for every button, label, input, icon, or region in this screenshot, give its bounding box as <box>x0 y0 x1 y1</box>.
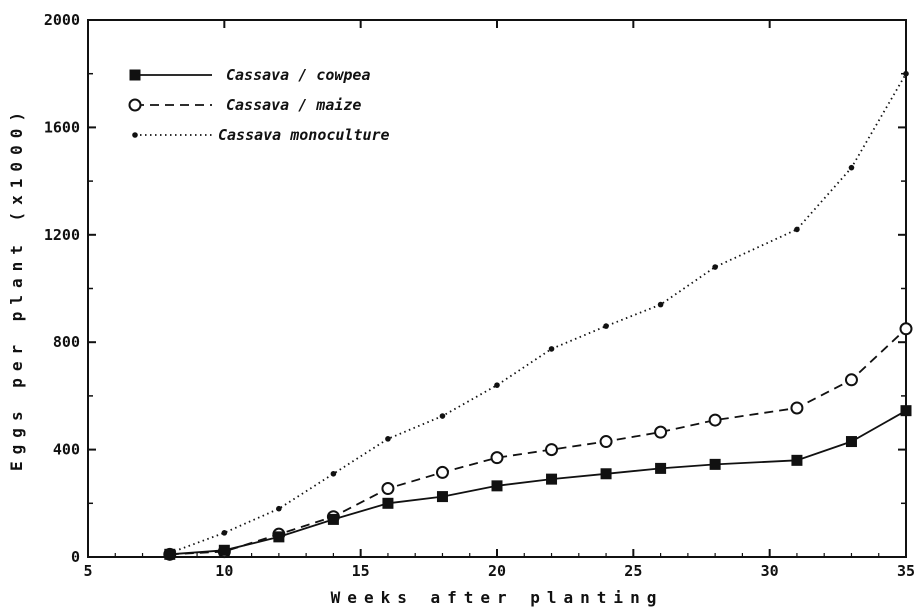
data-point <box>708 413 722 427</box>
x-axis-title: Weeks after planting <box>331 588 664 607</box>
y-tick-label: 400 <box>53 441 80 459</box>
data-point <box>655 462 667 474</box>
y-tick-label: 1600 <box>44 118 80 136</box>
plot-frame <box>87 19 907 558</box>
data-point <box>899 322 913 336</box>
data-point <box>599 435 613 449</box>
x-tick-label: 20 <box>488 562 506 580</box>
y-tick-label: 1200 <box>44 226 80 244</box>
data-point <box>491 480 503 492</box>
data-point <box>385 436 391 442</box>
data-point <box>790 401 804 415</box>
x-tick-label: 15 <box>352 562 370 580</box>
data-point <box>132 132 138 138</box>
data-point <box>164 548 176 560</box>
y-tick-label: 0 <box>71 548 80 566</box>
data-point <box>545 443 559 457</box>
data-point <box>327 513 339 525</box>
data-point <box>381 482 395 496</box>
series-layer <box>163 70 913 561</box>
x-tick-label: 30 <box>761 562 779 580</box>
series-group <box>164 405 912 560</box>
data-point <box>654 425 668 439</box>
x-tick-label: 35 <box>897 562 915 580</box>
data-point <box>548 346 555 352</box>
data-point <box>276 505 282 512</box>
data-point <box>330 470 337 477</box>
data-point <box>218 544 230 556</box>
data-point <box>794 226 800 233</box>
y-tick-label: 800 <box>53 333 80 351</box>
data-point <box>657 301 664 308</box>
y-axis-title: Eggs per plant (x1000) <box>7 105 26 471</box>
data-point <box>494 382 500 388</box>
data-point <box>903 70 909 77</box>
data-point <box>712 264 718 270</box>
data-point <box>273 531 285 543</box>
data-point <box>221 530 228 536</box>
data-point <box>128 98 142 112</box>
x-tick-label: 10 <box>215 562 233 580</box>
data-point <box>603 323 609 329</box>
y-tick-label: 2000 <box>44 11 80 29</box>
data-point <box>848 164 855 171</box>
data-point <box>791 454 803 466</box>
data-point <box>709 458 721 470</box>
data-point <box>844 373 858 387</box>
series-line <box>169 328 907 556</box>
legend-label: Cassava / cowpea <box>226 66 371 84</box>
data-point <box>435 465 449 479</box>
data-point <box>439 413 446 419</box>
series-line <box>169 409 907 556</box>
data-point <box>436 491 448 503</box>
data-point <box>490 451 504 465</box>
series-group <box>163 322 913 561</box>
data-point <box>600 468 612 480</box>
data-point <box>382 497 394 509</box>
data-point <box>546 473 558 485</box>
x-tick-label: 25 <box>624 562 642 580</box>
x-tick-label: 5 <box>83 562 92 580</box>
legend-label: Cassava monoculture <box>218 126 390 144</box>
data-point <box>845 436 857 448</box>
legend: Cassava / cowpea Cassava / maize Cassava m… <box>128 66 390 144</box>
legend-label: Cassava / maize <box>226 96 361 114</box>
data-point <box>900 405 912 417</box>
axis-ticks: 0 400 800 1200 1600 2000 5 10 15 20 25 30 35 <box>44 11 915 580</box>
data-point <box>129 69 141 81</box>
